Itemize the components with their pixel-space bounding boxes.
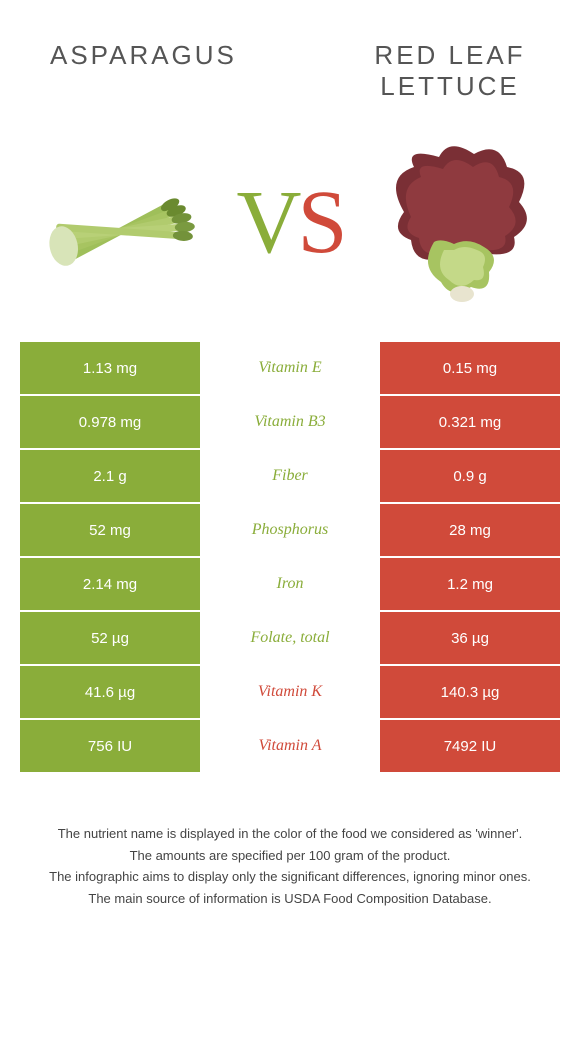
- nutrient-row: 2.1 gFiber0.9 g: [20, 450, 560, 504]
- value-left: 1.13 mg: [20, 342, 200, 394]
- title-right: RED LEAF LETTUCE: [350, 40, 550, 102]
- value-right: 28 mg: [380, 504, 560, 556]
- hero-row: VS: [0, 112, 580, 342]
- footnote-line: The main source of information is USDA F…: [20, 889, 560, 909]
- nutrient-name: Phosphorus: [200, 504, 380, 556]
- nutrient-name: Vitamin B3: [200, 396, 380, 448]
- value-left: 756 IU: [20, 720, 200, 772]
- value-right: 0.321 mg: [380, 396, 560, 448]
- lettuce-image: [374, 137, 544, 307]
- value-left: 2.14 mg: [20, 558, 200, 610]
- vs-label: VS: [236, 171, 343, 274]
- title-left: ASPARAGUS: [30, 40, 237, 102]
- value-right: 1.2 mg: [380, 558, 560, 610]
- nutrient-name: Vitamin K: [200, 666, 380, 718]
- value-left: 2.1 g: [20, 450, 200, 502]
- nutrient-table: 1.13 mgVitamin E0.15 mg0.978 mgVitamin B…: [20, 342, 560, 774]
- nutrient-name: Fiber: [200, 450, 380, 502]
- nutrient-row: 52 µgFolate, total36 µg: [20, 612, 560, 666]
- value-left: 52 µg: [20, 612, 200, 664]
- vs-s: S: [297, 173, 343, 272]
- value-left: 52 mg: [20, 504, 200, 556]
- footnote-line: The amounts are specified per 100 gram o…: [20, 846, 560, 866]
- footnote-line: The infographic aims to display only the…: [20, 867, 560, 887]
- value-right: 36 µg: [380, 612, 560, 664]
- vs-v: V: [236, 173, 297, 272]
- value-right: 140.3 µg: [380, 666, 560, 718]
- nutrient-row: 41.6 µgVitamin K140.3 µg: [20, 666, 560, 720]
- value-left: 0.978 mg: [20, 396, 200, 448]
- nutrient-row: 2.14 mgIron1.2 mg: [20, 558, 560, 612]
- nutrient-name: Vitamin A: [200, 720, 380, 772]
- nutrient-row: 1.13 mgVitamin E0.15 mg: [20, 342, 560, 396]
- nutrient-row: 52 mgPhosphorus28 mg: [20, 504, 560, 558]
- value-right: 0.9 g: [380, 450, 560, 502]
- asparagus-image: [35, 137, 205, 307]
- header: ASPARAGUS RED LEAF LETTUCE: [0, 0, 580, 112]
- nutrient-name: Iron: [200, 558, 380, 610]
- value-right: 7492 IU: [380, 720, 560, 772]
- footnotes: The nutrient name is displayed in the co…: [0, 824, 580, 908]
- nutrient-row: 0.978 mgVitamin B30.321 mg: [20, 396, 560, 450]
- value-right: 0.15 mg: [380, 342, 560, 394]
- nutrient-name: Folate, total: [200, 612, 380, 664]
- nutrient-row: 756 IUVitamin A7492 IU: [20, 720, 560, 774]
- value-left: 41.6 µg: [20, 666, 200, 718]
- nutrient-name: Vitamin E: [200, 342, 380, 394]
- footnote-line: The nutrient name is displayed in the co…: [20, 824, 560, 844]
